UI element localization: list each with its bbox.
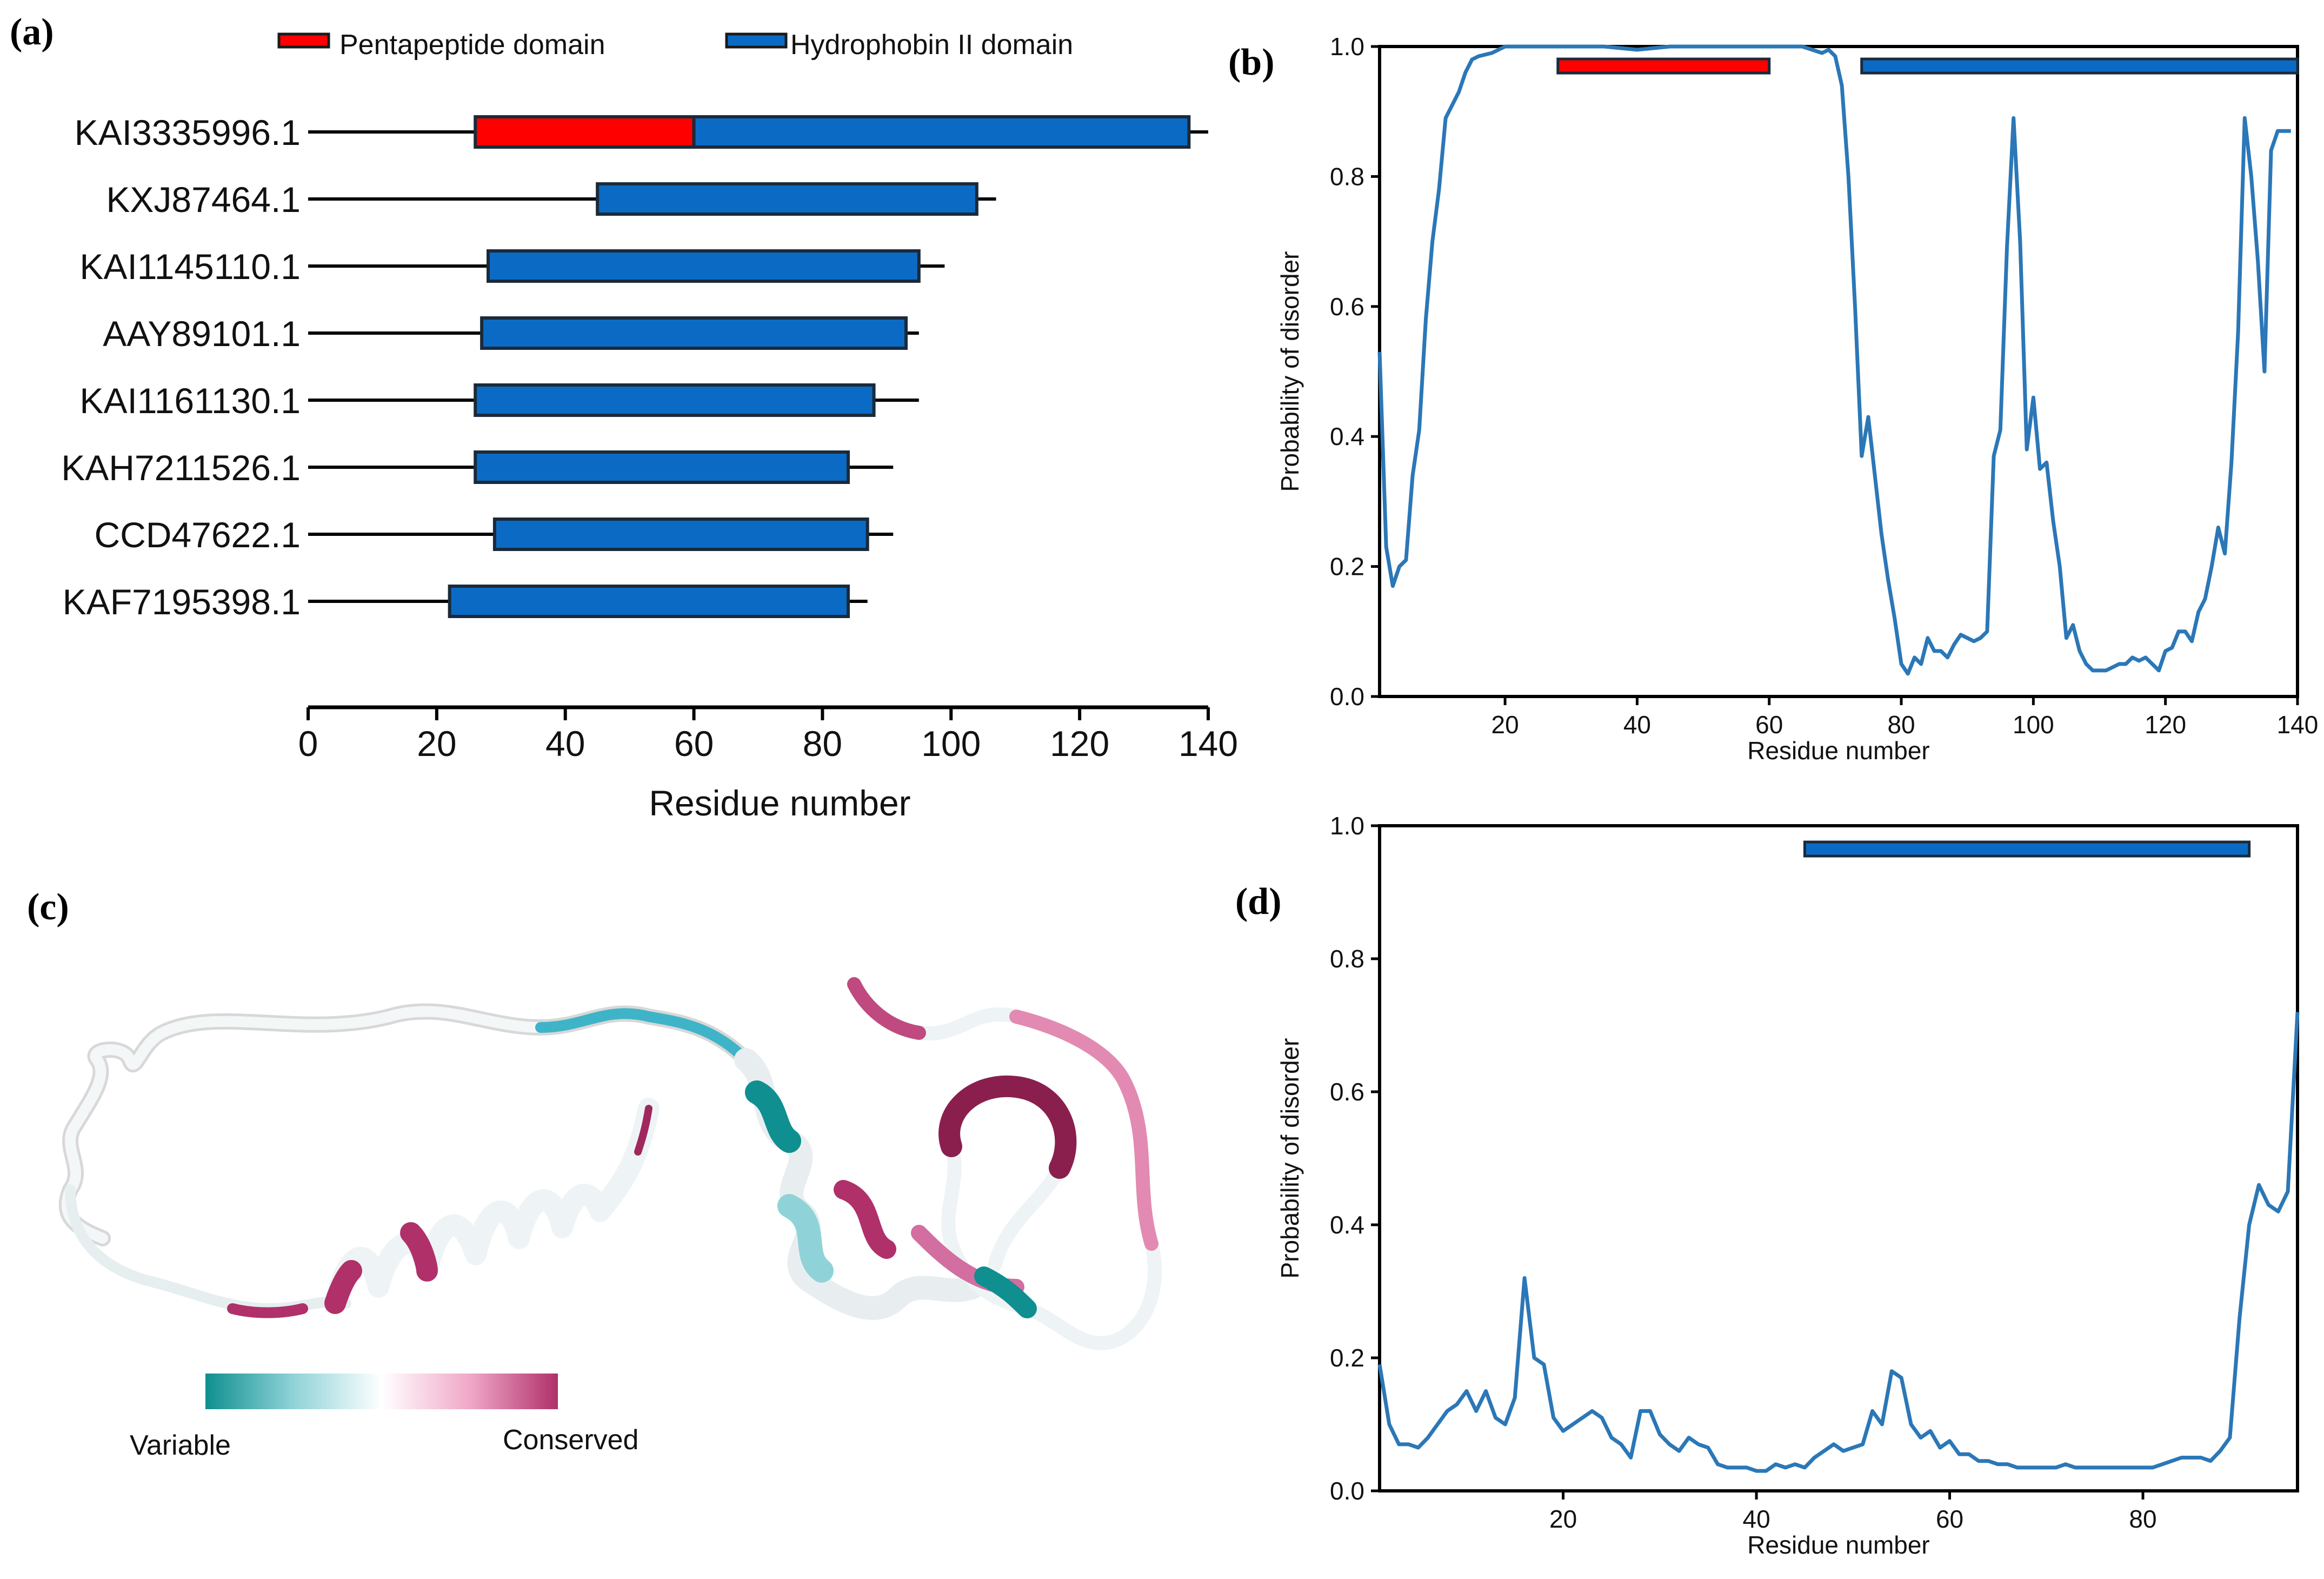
domain-bar bbox=[487, 249, 921, 283]
helix-tail bbox=[634, 1105, 652, 1156]
y-tick-label-b: 0.6 bbox=[1330, 293, 1364, 321]
domain-bar bbox=[474, 450, 850, 484]
x-tick-label-b: 40 bbox=[1623, 711, 1651, 739]
x-tick-label-d: 40 bbox=[1742, 1505, 1770, 1533]
domain-bar bbox=[492, 518, 869, 551]
domain-bar bbox=[448, 585, 850, 618]
helix-conserved-a bbox=[400, 1222, 438, 1282]
protein-label: KAI1161130.1 bbox=[79, 381, 301, 421]
disorder-line-d bbox=[1377, 1012, 2300, 1473]
x-axis-label-a: Residue number bbox=[649, 783, 910, 823]
y-axis-label-b: Probability of disorder bbox=[1276, 251, 1304, 492]
domain-bar bbox=[474, 115, 696, 149]
x-tick-label-d: 60 bbox=[1936, 1505, 1963, 1533]
domain-bar bbox=[474, 383, 876, 417]
y-tick-label-d: 0.0 bbox=[1330, 1477, 1364, 1505]
globular-conserved-a bbox=[834, 1180, 896, 1259]
legend-swatch-pentapeptide bbox=[277, 32, 330, 49]
x-tick-label-a: 80 bbox=[803, 724, 842, 764]
y-tick-label-b: 0.2 bbox=[1330, 553, 1364, 581]
domain-bar-b bbox=[1860, 57, 2299, 75]
disorder-plot-d: 20 40 60 80 0.0 0.2 0.4 0.6 0.8 1.0 Residue numbe… bbox=[1276, 812, 2300, 1559]
protein-label: KAI1145110.1 bbox=[79, 247, 301, 287]
y-tick-label-d: 0.4 bbox=[1330, 1211, 1364, 1239]
colorbar-label-conserved: Conserved bbox=[503, 1424, 638, 1456]
protein-label: KAF7195398.1 bbox=[63, 582, 301, 622]
domain-bar-b bbox=[1556, 57, 1771, 75]
lower-loop-conserved bbox=[227, 1303, 308, 1318]
y-tick-label-b: 0.8 bbox=[1330, 162, 1364, 190]
x-tick-label-b: 60 bbox=[1755, 711, 1783, 739]
legend-label-pentapeptide: Pentapeptide domain bbox=[339, 29, 605, 61]
domain-architecture-chart: 0 20 40 60 80 100 120 140 KAI3335996.1 KXJ87464.… bbox=[61, 112, 1238, 823]
globular-conserved-c bbox=[1009, 1010, 1158, 1251]
legend-swatch-hydrophobin bbox=[725, 32, 788, 49]
disorder-plot-b: 20 40 60 80 100 120 140 0.0 0.2 0.4 0.6 0.8 1.0 Resi… bbox=[1276, 32, 2318, 765]
domain-bar bbox=[480, 316, 908, 350]
protein-label: KAH7211526.1 bbox=[61, 448, 301, 488]
protein-label: KAI3335996.1 bbox=[75, 112, 301, 152]
x-tick-label-a: 40 bbox=[545, 724, 585, 764]
x-tick-label-a: 20 bbox=[417, 724, 456, 764]
domain-bar bbox=[692, 115, 1191, 149]
protein-structure-ribbon bbox=[58, 977, 1162, 1350]
x-axis-label-d: Residue number bbox=[1747, 1531, 1930, 1559]
beta-sheet-conserved bbox=[938, 1075, 1077, 1179]
panel-label-b: (b) bbox=[1228, 42, 1275, 83]
y-tick-label-d: 0.6 bbox=[1330, 1078, 1364, 1106]
plot-frame-b bbox=[1378, 45, 2299, 698]
globular-helix bbox=[734, 1048, 985, 1320]
legend-label-hydrophobin: Hydrophobin II domain bbox=[790, 29, 1073, 61]
x-tick-label-a: 60 bbox=[674, 724, 714, 764]
panel-label-a: (a) bbox=[10, 11, 54, 53]
y-tick-label-b: 1.0 bbox=[1330, 32, 1364, 61]
panel-label-c: (c) bbox=[27, 886, 69, 928]
domain-bar bbox=[596, 182, 978, 216]
domain-bar-d bbox=[1803, 840, 2251, 858]
colorbar-label-variable: Variable bbox=[130, 1430, 231, 1461]
legend-a: Pentapeptide domain Hydrophobin II domai… bbox=[277, 29, 1073, 61]
globular-variable-b bbox=[777, 1194, 834, 1283]
globular-variable-c bbox=[974, 1266, 1037, 1318]
y-tick-label-d: 0.8 bbox=[1330, 945, 1364, 973]
x-tick-label-a: 100 bbox=[921, 724, 981, 764]
lower-loop bbox=[65, 1184, 351, 1314]
protein-label: KXJ87464.1 bbox=[106, 180, 301, 220]
y-tick-label-d: 0.2 bbox=[1330, 1344, 1364, 1372]
globular-variable-a bbox=[745, 1080, 801, 1153]
helix-conserved-b bbox=[324, 1260, 362, 1314]
protein-label: CCD47622.1 bbox=[94, 515, 301, 555]
x-tick-label-a: 140 bbox=[1178, 724, 1238, 764]
x-tick-label-d: 20 bbox=[1549, 1505, 1577, 1533]
plot-frame-d bbox=[1378, 824, 2299, 1492]
x-tick-label-b: 140 bbox=[2277, 711, 2319, 739]
y-tick-label-d: 1.0 bbox=[1330, 812, 1364, 840]
y-tick-label-b: 0.4 bbox=[1330, 422, 1364, 450]
y-axis-label-d: Probability of disorder bbox=[1276, 1038, 1304, 1279]
x-tick-label-b: 100 bbox=[2013, 711, 2054, 739]
x-axis-label-b: Residue number bbox=[1747, 737, 1930, 765]
loop-variable-segment bbox=[535, 1008, 751, 1065]
x-tick-label-b: 120 bbox=[2145, 711, 2186, 739]
y-tick-label-b: 0.0 bbox=[1330, 682, 1364, 711]
disorder-line-b bbox=[1377, 44, 2291, 676]
x-tick-label-d: 80 bbox=[2129, 1505, 2156, 1533]
panel-label-d: (d) bbox=[1235, 881, 1282, 923]
x-tick-label-a: 0 bbox=[298, 724, 318, 764]
protein-label: AAY89101.1 bbox=[103, 314, 301, 354]
globular-conserved-b bbox=[847, 977, 926, 1040]
helix-ribbon bbox=[324, 1098, 660, 1314]
conservation-colorbar bbox=[205, 1374, 558, 1409]
x-tick-label-a: 120 bbox=[1050, 724, 1109, 764]
x-tick-label-b: 20 bbox=[1491, 711, 1519, 739]
x-tick-label-b: 80 bbox=[1887, 711, 1915, 739]
